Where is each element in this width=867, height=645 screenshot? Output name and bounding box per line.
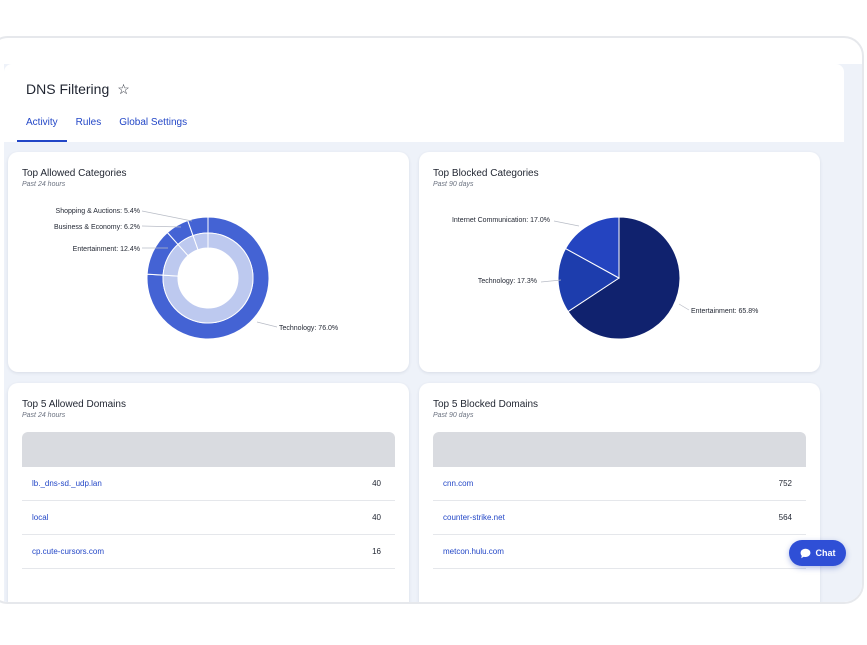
card-title: Top 5 Blocked Domains <box>433 399 539 410</box>
dashboard-content: Top Allowed Categories Past 24 hours Sho… <box>4 142 844 602</box>
leader-line-entertainment <box>678 303 690 311</box>
tab-activity[interactable]: Activity <box>17 116 67 142</box>
tab-rules[interactable]: Rules <box>75 117 102 128</box>
card-title: Top 5 Allowed Domains <box>22 399 126 410</box>
label-internet-communication: Internet Communication: 17.0% <box>452 217 550 224</box>
query-count: 564 <box>778 513 792 522</box>
tab-bar: Activity Rules Global Settings <box>4 116 196 142</box>
pie-slice-internet-communication <box>564 216 620 279</box>
table-row: metcon.hulu.com <box>433 535 806 569</box>
page-title: DNS Filtering ☆ <box>26 81 130 97</box>
blocked-categories-card: Top Blocked Categories Past 90 days Inte… <box>419 152 820 372</box>
donut-inner-slice-technology <box>162 232 254 324</box>
query-count: 752 <box>778 479 792 488</box>
star-icon[interactable]: ☆ <box>117 81 130 97</box>
domain-link[interactable]: cp.cute-cursors.com <box>32 547 105 556</box>
donut-inner-slice-shopping-auctions <box>192 232 209 251</box>
chat-bubble-icon <box>800 548 810 558</box>
window-frame: DNS Filtering ☆ Activity Rules Global Se… <box>0 36 864 604</box>
leader-line-internet-communication <box>553 220 580 227</box>
label-technology: Technology: 17.3% <box>478 278 537 285</box>
leader-line-technology <box>256 321 278 328</box>
query-count: 40 <box>372 479 381 488</box>
leader-line-technology <box>540 279 562 283</box>
blocked-categories-chart: Internet Communication: 17.0% Technology… <box>452 216 758 340</box>
table-row: local 40 <box>22 501 395 535</box>
table-row: lb._dns-sd._udp.lan 40 <box>22 467 395 501</box>
table-header <box>22 432 395 467</box>
card-subtitle: Past 90 days <box>433 412 474 419</box>
label-business-economy: Business & Economy: 6.2% <box>54 224 140 231</box>
page-title-text: DNS Filtering <box>26 81 110 97</box>
domain-link[interactable]: cnn.com <box>443 479 474 488</box>
tab-global-settings[interactable]: Global Settings <box>119 117 188 128</box>
leader-line-shopping <box>141 210 193 222</box>
chat-button[interactable]: Chat <box>789 540 846 566</box>
card-title: Top Blocked Categories <box>433 168 539 179</box>
allowed-domains-card: Top 5 Allowed Domains Past 24 hours lb._… <box>8 383 409 602</box>
page-header: DNS Filtering ☆ Activity Rules Global Se… <box>4 64 844 142</box>
table-header <box>433 432 806 467</box>
label-entertainment: Entertainment: 65.8% <box>691 308 758 315</box>
domain-link[interactable]: metcon.hulu.com <box>443 547 504 556</box>
allowed-categories-chart: Shopping & Auctions: 5.4% Business & Eco… <box>54 208 338 340</box>
card-title: Top Allowed Categories <box>22 168 127 179</box>
table-row: counter-strike.net 564 <box>433 501 806 535</box>
card-subtitle: Past 24 hours <box>22 412 66 419</box>
query-count: 40 <box>372 513 381 522</box>
leader-line-business <box>141 225 182 228</box>
table-row: cnn.com 752 <box>433 467 806 501</box>
label-entertainment: Entertainment: 12.4% <box>73 246 140 253</box>
dns-filtering-app: DNS Filtering ☆ Activity Rules Global Se… <box>4 64 862 602</box>
table-row: cp.cute-cursors.com 16 <box>22 535 395 569</box>
allowed-categories-card: Top Allowed Categories Past 24 hours Sho… <box>8 152 409 372</box>
label-technology: Technology: 76.0% <box>279 325 338 332</box>
label-shopping-auctions: Shopping & Auctions: 5.4% <box>56 208 140 215</box>
domain-link[interactable]: lb._dns-sd._udp.lan <box>32 479 102 488</box>
domain-link[interactable]: counter-strike.net <box>443 513 505 522</box>
card-subtitle: Past 24 hours <box>22 181 66 188</box>
pie-slice-entertainment <box>567 216 681 340</box>
chat-label: Chat <box>815 548 836 558</box>
domain-link[interactable]: local <box>32 513 49 522</box>
card-subtitle: Past 90 days <box>433 181 474 188</box>
query-count: 16 <box>372 547 381 556</box>
blocked-domains-card: Top 5 Blocked Domains Past 90 days cnn.c… <box>419 383 820 602</box>
